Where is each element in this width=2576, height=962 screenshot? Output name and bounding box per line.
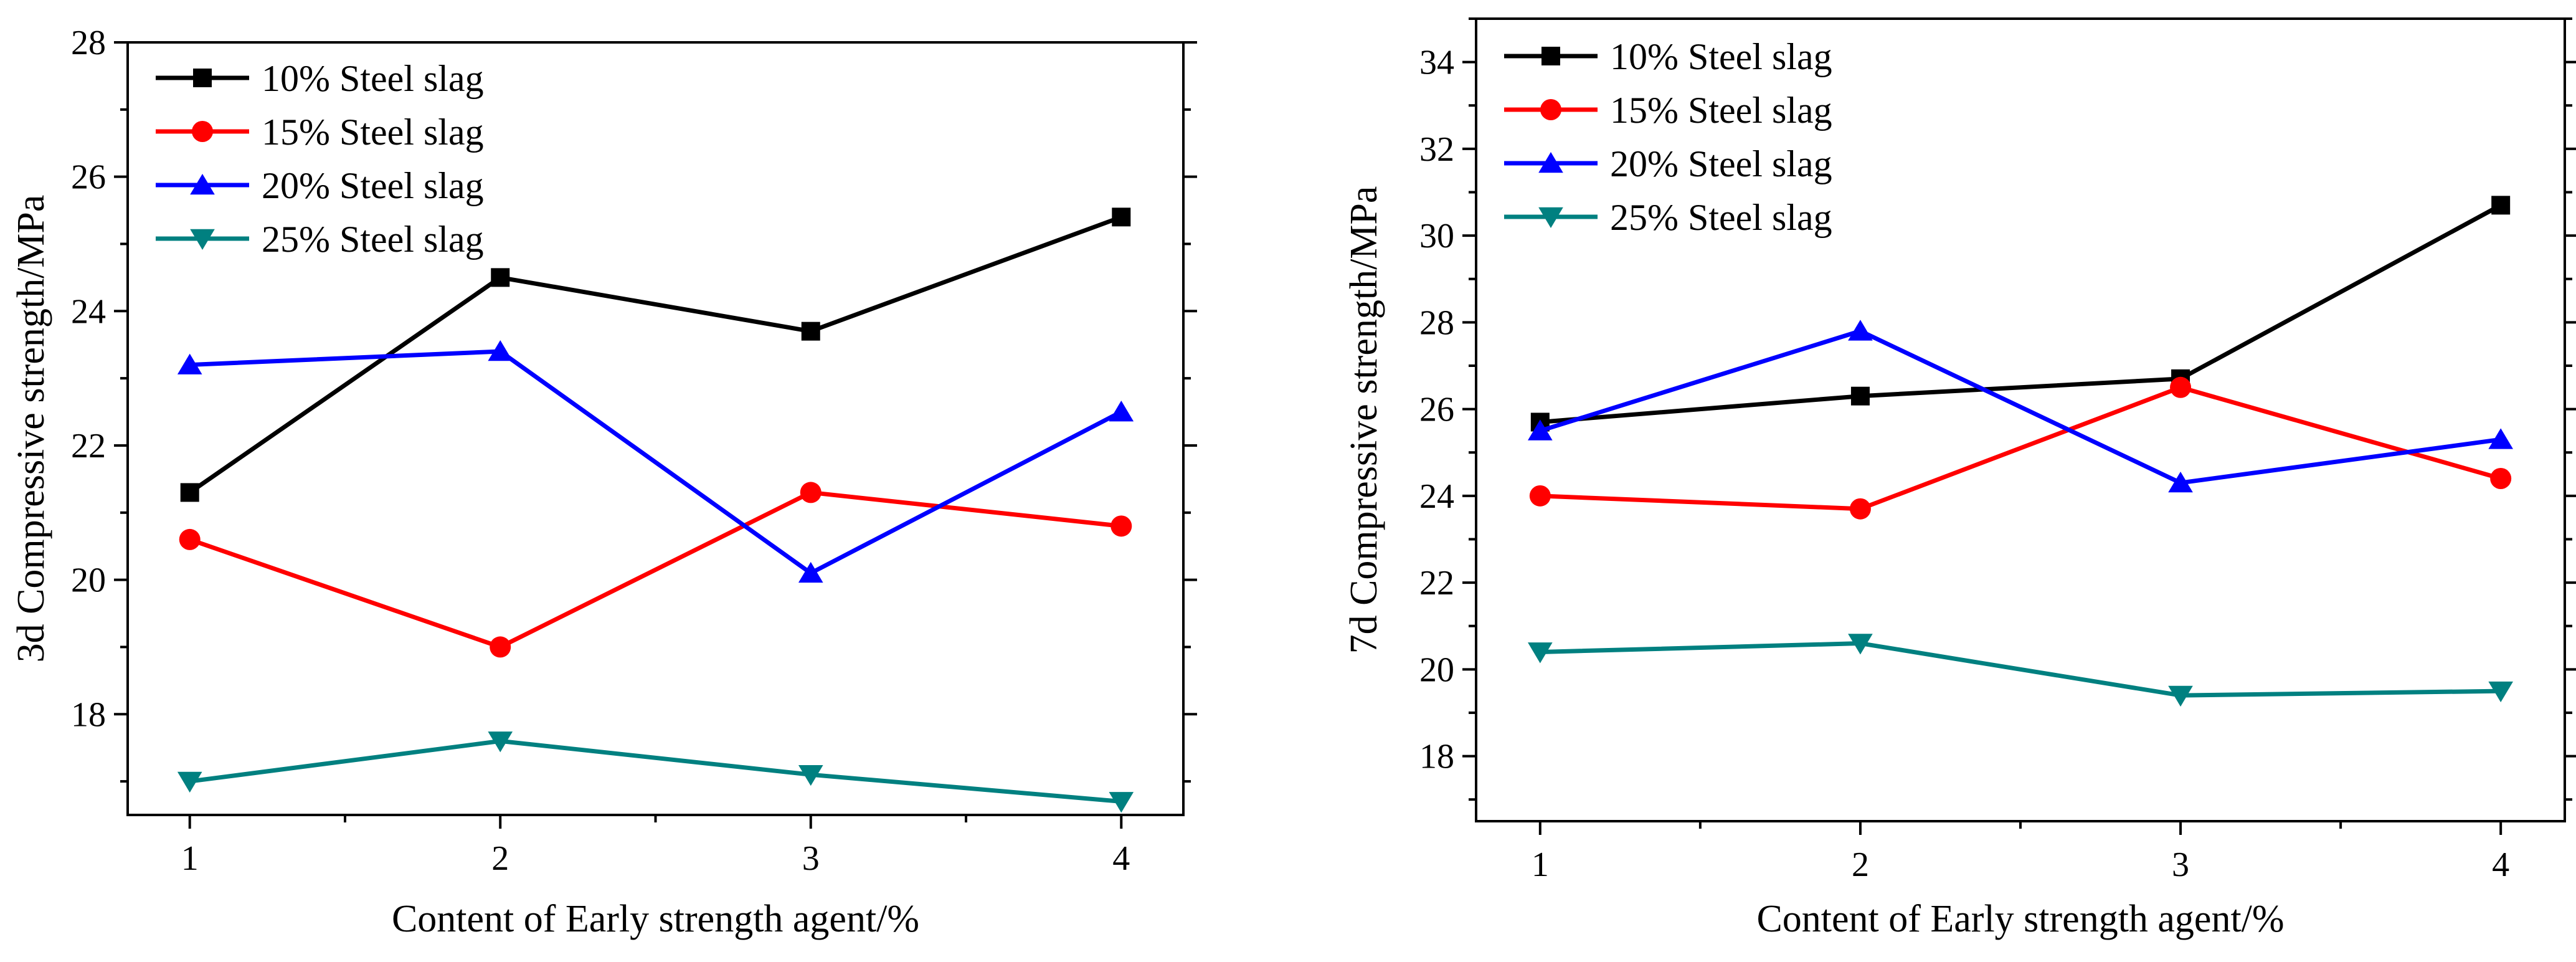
legend-label: 20% Steel slag bbox=[1610, 143, 1832, 184]
x-tick-label: 2 bbox=[491, 839, 509, 878]
series-line bbox=[188, 215, 1122, 495]
x-tick-label: 3 bbox=[802, 839, 820, 878]
series-line bbox=[189, 490, 1122, 649]
data-point bbox=[2168, 471, 2193, 493]
data-point bbox=[1529, 485, 1551, 507]
x-axis-title: Content of Early strength agent/% bbox=[1756, 898, 2284, 940]
legend-marker bbox=[192, 121, 213, 142]
chart-left: 18 20 22 24 26 28 1 2 3 4 Content of Early strengt… bbox=[10, 24, 1197, 940]
legend-label: 20% Steel slag bbox=[262, 165, 484, 206]
data-point bbox=[2490, 467, 2512, 489]
legend-label: 25% Steel slag bbox=[262, 219, 484, 260]
y-axis-title: 7d Compressive strength/MPa bbox=[1343, 186, 1385, 654]
legend-label: 10% Steel slag bbox=[262, 58, 484, 99]
data-point bbox=[1109, 401, 1134, 422]
legend-label: 10% Steel slag bbox=[1610, 36, 1832, 77]
x-tick-label: 4 bbox=[2492, 845, 2509, 884]
data-point bbox=[488, 731, 513, 753]
series-line bbox=[1540, 385, 2502, 512]
data-point bbox=[1848, 634, 1873, 655]
data-point bbox=[801, 321, 820, 341]
x-tick-label: 2 bbox=[1852, 845, 1869, 884]
x-tick-label: 1 bbox=[181, 839, 199, 878]
y-tick-label: 26 bbox=[1419, 391, 1454, 429]
data-point bbox=[1112, 207, 1131, 227]
y-tick-label: 26 bbox=[71, 158, 106, 197]
data-point bbox=[1848, 320, 1873, 341]
series-3 bbox=[1528, 634, 2513, 707]
data-point bbox=[179, 528, 201, 550]
data-point bbox=[2170, 376, 2192, 398]
data-point bbox=[798, 765, 823, 786]
legend: 10% Steel slag 15% Steel slag 20% Steel sl… bbox=[156, 58, 484, 260]
data-point bbox=[2488, 428, 2513, 449]
data-point bbox=[1110, 515, 1132, 537]
legend: 10% Steel slag 15% Steel slag 20% Steel sl… bbox=[1504, 36, 1832, 238]
legend-label: 15% Steel slag bbox=[1610, 90, 1832, 131]
data-point bbox=[798, 561, 823, 583]
data-point bbox=[2168, 685, 2193, 707]
y-tick-label: 18 bbox=[1419, 738, 1454, 776]
legend-marker bbox=[1538, 207, 1563, 228]
data-point bbox=[1528, 419, 1553, 441]
plot-frame bbox=[1475, 17, 2566, 822]
y-tick-label: 28 bbox=[71, 24, 106, 62]
series-1 bbox=[179, 482, 1132, 658]
y-tick-label: 32 bbox=[1419, 130, 1454, 169]
legend-marker bbox=[1538, 152, 1563, 173]
y-tick-label: 24 bbox=[1419, 477, 1454, 516]
y-tick-label: 30 bbox=[1419, 217, 1454, 255]
y-tick-label: 18 bbox=[71, 695, 106, 734]
series-2 bbox=[177, 340, 1134, 583]
series-0 bbox=[180, 207, 1131, 502]
data-point bbox=[491, 268, 510, 287]
legend-marker bbox=[193, 69, 212, 87]
data-point bbox=[1109, 792, 1134, 813]
x-axis-title: Content of Early strength agent/% bbox=[392, 898, 919, 940]
series-line bbox=[189, 738, 1122, 804]
series-line bbox=[1540, 203, 2502, 424]
y-tick-label: 22 bbox=[1419, 564, 1454, 602]
legend-label: 25% Steel slag bbox=[1610, 197, 1832, 238]
y-tick-label: 20 bbox=[1419, 650, 1454, 689]
data-point bbox=[180, 483, 199, 502]
y-axis-title: 3d Compressive strength/MPa bbox=[10, 195, 52, 663]
data-point bbox=[1850, 386, 1870, 406]
data-point bbox=[1528, 642, 1553, 664]
legend-label: 15% Steel slag bbox=[262, 112, 484, 153]
plot-frame bbox=[126, 41, 1185, 816]
legend-marker bbox=[190, 174, 215, 195]
y-tick-label: 28 bbox=[1419, 303, 1454, 342]
data-point bbox=[2491, 196, 2511, 215]
series-1 bbox=[1529, 376, 2512, 520]
legend-marker bbox=[1541, 47, 1560, 65]
legend-marker bbox=[1540, 99, 1561, 120]
series-line bbox=[189, 349, 1122, 576]
series-2 bbox=[1528, 320, 2513, 493]
data-point bbox=[2488, 681, 2513, 703]
y-tick-label: 34 bbox=[1419, 44, 1454, 82]
series-line bbox=[1540, 641, 2501, 698]
y-tick-label: 20 bbox=[71, 561, 106, 600]
data-point bbox=[1849, 498, 1871, 520]
y-tick-label: 22 bbox=[71, 427, 106, 465]
data-point bbox=[800, 482, 822, 503]
data-point bbox=[177, 353, 202, 374]
data-point bbox=[177, 771, 202, 793]
data-point bbox=[490, 636, 511, 658]
y-tick-label: 24 bbox=[71, 292, 106, 331]
x-tick-label: 3 bbox=[2172, 845, 2189, 884]
legend-marker bbox=[190, 229, 215, 250]
series-line bbox=[1539, 328, 2501, 485]
series-3 bbox=[177, 731, 1134, 813]
data-point bbox=[488, 340, 513, 361]
x-tick-label: 1 bbox=[1532, 845, 1549, 884]
x-tick-label: 4 bbox=[1112, 839, 1130, 878]
